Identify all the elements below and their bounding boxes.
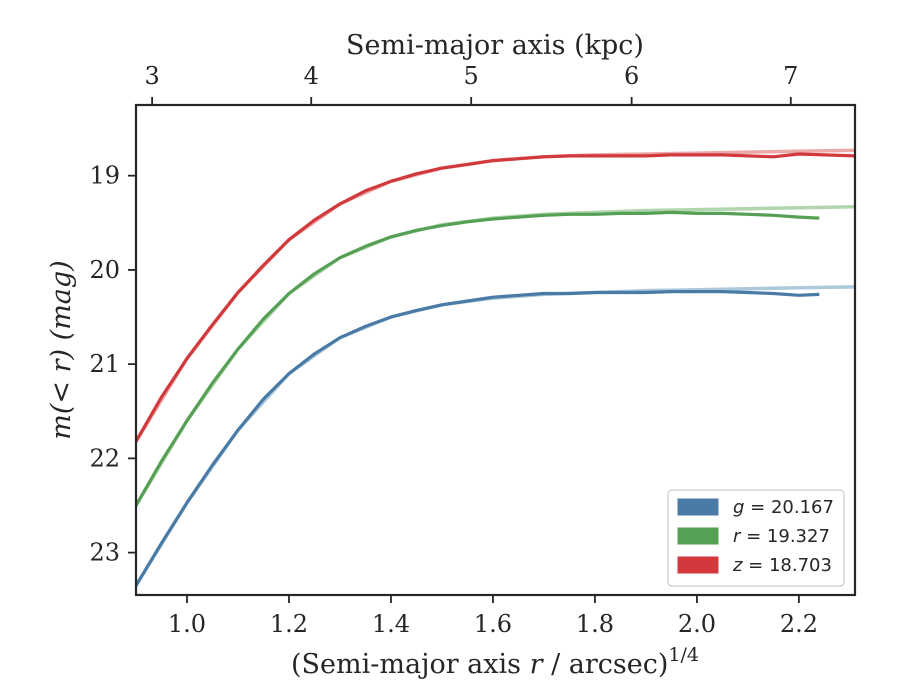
top-tick-label: 5	[464, 62, 479, 90]
top-tick-label: 4	[304, 62, 319, 90]
series-z-line	[136, 152, 855, 443]
ticks-layer: 1.0 1.2 1.4 1.6 1.8 2.0 2.2 19 20 21 22 23 3 4 5 6 7	[89, 62, 818, 638]
y-tick-label: 19	[89, 162, 120, 190]
x-tick-label: 2.2	[780, 610, 818, 638]
y-axis-title: m(< r) (mag)	[46, 260, 77, 439]
x-axis-title-main: (Semi-major axis	[291, 649, 530, 680]
x-tick-label: 2.0	[678, 610, 716, 638]
legend-swatch-z	[677, 556, 719, 574]
legend-label-z: z = 18.703	[732, 555, 832, 576]
top-tick-label: 7	[783, 62, 798, 90]
top-tick-label: 6	[624, 62, 639, 90]
legend-label-g: g = 20.167	[733, 497, 834, 518]
y-tick-label: 21	[89, 350, 120, 378]
x-tick-label: 1.8	[576, 610, 614, 638]
y-tick-label: 20	[89, 256, 120, 284]
series-layer	[136, 148, 855, 588]
legend: g = 20.167 r = 19.327 z = 18.703	[667, 489, 845, 587]
series-g-line	[136, 290, 820, 587]
series-r-model-line	[136, 205, 855, 508]
legend-label-r: r = 19.327	[733, 526, 830, 547]
top-axis-title: Semi-major axis (kpc)	[346, 30, 644, 61]
x-tick-label: 1.4	[372, 610, 410, 638]
x-axis-title-var: r	[530, 649, 545, 680]
x-axis-title: (Semi-major axis r / arcsec)1/4	[291, 644, 699, 680]
x-tick-label: 1.2	[270, 610, 308, 638]
x-tick-label: 1.0	[168, 610, 206, 638]
legend-swatch-g	[677, 498, 719, 516]
y-tick-label: 23	[89, 539, 120, 567]
top-tick-label: 3	[144, 62, 159, 90]
series-r-line	[136, 210, 820, 507]
x-axis-title-tail: / arcsec)	[543, 649, 669, 680]
y-tick-label: 22	[89, 444, 120, 472]
legend-swatch-r	[677, 527, 719, 545]
x-tick-label: 1.6	[474, 610, 512, 638]
x-axis-title-sup: 1/4	[668, 644, 699, 666]
plot-frame	[134, 103, 857, 597]
